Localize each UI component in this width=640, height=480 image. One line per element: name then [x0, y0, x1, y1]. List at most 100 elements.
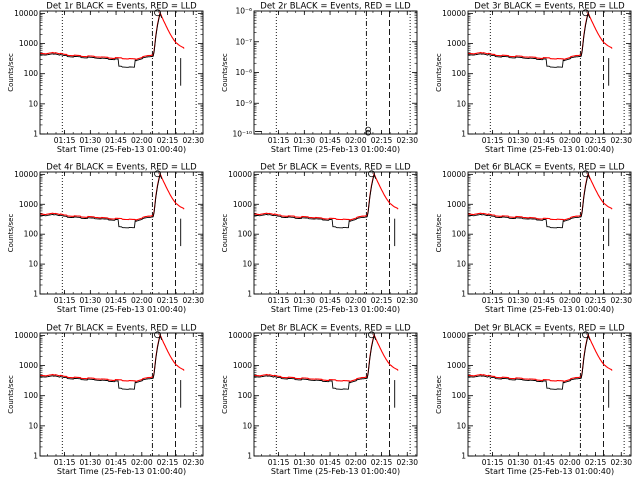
x-tick-label: 01:15 [54, 458, 76, 467]
x-tick-label: 02:15 [585, 136, 607, 145]
y-tick-label: 10000 [442, 9, 466, 18]
plot-frame [39, 332, 204, 457]
y-tick-label: 10 [28, 99, 38, 108]
x-tick-label: 01:30 [508, 458, 530, 467]
y-tick-label: 10 [242, 421, 252, 430]
x-tick-label: 02:15 [585, 458, 607, 467]
x-tick-label: 01:15 [482, 296, 504, 305]
y-tick-label: 10000 [14, 9, 38, 18]
x-tick-label: 01:45 [533, 296, 555, 305]
chart-title: Det 9r BLACK = Events, RED = LLD [474, 324, 625, 334]
x-axis-label: Start Time (25-Feb-13 01:00:40) [57, 467, 186, 476]
x-tick-label: 01:30 [294, 458, 316, 467]
x-axis-label: Start Time (25-Feb-13 01:00:40) [485, 145, 614, 154]
y-tick-label: 100 [238, 230, 253, 239]
peak-marker [582, 170, 589, 178]
series-black-events [467, 334, 591, 390]
chart-title: Det 1r BLACK = Events, RED = LLD [46, 2, 197, 12]
chart-panel-7: Det 7r BLACK = Events, RED = LLD 01:15 01:… [7, 324, 204, 477]
x-axis-label: Start Time (25-Feb-13 01:00:40) [57, 305, 186, 314]
y-axis-label: Counts/sec [7, 375, 15, 414]
x-tick-label: 02:15 [371, 458, 393, 467]
x-tick-label: 02:15 [157, 136, 179, 145]
chart-title: Det 6r BLACK = Events, RED = LLD [474, 163, 625, 173]
plot-frame [467, 332, 632, 457]
y-axis-label: Counts/sec [435, 214, 443, 253]
chart-panel-3: Det 3r BLACK = Events, RED = LLD 01:15 01:… [435, 2, 632, 155]
y-tick-label: 1000 [447, 39, 466, 48]
x-tick-label: 01:45 [533, 458, 555, 467]
x-axis-label: Start Time (25-Feb-13 01:00:40) [485, 467, 614, 476]
peak-marker [154, 9, 161, 17]
plot-frame [39, 10, 204, 135]
y-tick-label: 1000 [19, 361, 38, 370]
peak-marker [368, 331, 375, 339]
y-tick-label: 10 [456, 421, 466, 430]
plot-frame [39, 171, 204, 295]
series-black-events [253, 334, 377, 390]
y-tick-label: 1 [461, 130, 466, 139]
x-tick-label: 01:30 [80, 458, 102, 467]
x-axis-label: Start Time (25-Feb-13 01:00:40) [271, 145, 400, 154]
peak-marker [154, 170, 161, 178]
x-tick-label: 02:00 [345, 136, 367, 145]
x-tick-label: 02:00 [131, 458, 153, 467]
y-tick-label: 10000 [14, 170, 38, 179]
y-tick-label: 1000 [447, 200, 466, 209]
y-axis-label: Counts/sec [435, 375, 443, 414]
y-tick-label: 100 [452, 230, 467, 239]
y-tick-label: 10⁻⁹ [235, 99, 252, 108]
y-tick-label: 10 [28, 260, 38, 269]
x-tick-label: 01:45 [105, 136, 127, 145]
y-axis-label: Counts/sec [221, 214, 229, 253]
y-tick-label: 10 [456, 99, 466, 108]
x-tick-label: 01:15 [482, 136, 504, 145]
y-tick-label: 100 [238, 391, 253, 400]
series-red-lld [39, 333, 185, 383]
y-tick-label: 10⁻⁶ [235, 7, 252, 16]
series-red-lld [253, 172, 399, 221]
x-tick-label: 02:30 [396, 458, 418, 467]
chart-title: Det 4r BLACK = Events, RED = LLD [46, 163, 197, 173]
plot-frame [467, 10, 632, 135]
y-tick-label: 10 [242, 260, 252, 269]
chart-panel-8: Det 8r BLACK = Events, RED = LLD 01:15 01:… [221, 324, 418, 477]
x-tick-label: 02:30 [182, 296, 204, 305]
y-tick-label: 10⁻¹⁰ [232, 130, 252, 139]
stub-marker [365, 126, 371, 133]
y-tick-label: 100 [452, 69, 467, 78]
y-tick-label: 1 [33, 452, 38, 461]
series-red-lld [39, 11, 185, 61]
y-tick-label: 100 [24, 391, 39, 400]
x-axis-label: Start Time (25-Feb-13 01:00:40) [485, 305, 614, 314]
y-tick-label: 1 [247, 452, 252, 461]
series-black-events [467, 173, 591, 229]
x-tick-label: 02:15 [157, 296, 179, 305]
chart-title: Det 7r BLACK = Events, RED = LLD [46, 324, 197, 334]
y-tick-label: 10000 [228, 331, 252, 340]
x-tick-label: 02:30 [396, 136, 418, 145]
x-tick-label: 01:45 [319, 458, 341, 467]
chart-panel-4: Det 4r BLACK = Events, RED = LLD 01:15 01:… [7, 163, 204, 315]
x-tick-label: 01:15 [268, 458, 290, 467]
y-tick-label: 10⁻⁷ [235, 37, 252, 46]
chart-title: Det 2r BLACK = Events, RED = LLD [260, 2, 411, 12]
x-tick-label: 01:45 [105, 458, 127, 467]
y-tick-label: 10000 [442, 170, 466, 179]
x-tick-label: 02:15 [585, 296, 607, 305]
y-tick-label: 1 [461, 452, 466, 461]
x-tick-label: 01:45 [319, 136, 341, 145]
chart-panel-5: Det 5r BLACK = Events, RED = LLD 01:15 01:… [221, 163, 418, 315]
x-tick-label: 02:15 [157, 458, 179, 467]
x-axis-label: Start Time (25-Feb-13 01:00:40) [271, 467, 400, 476]
y-tick-label: 10 [28, 421, 38, 430]
chart-panel-9: Det 9r BLACK = Events, RED = LLD 01:15 01:… [435, 324, 632, 477]
x-tick-label: 02:15 [371, 296, 393, 305]
plot-frame [253, 10, 418, 135]
y-tick-label: 10000 [442, 331, 466, 340]
series-black-events [39, 173, 163, 229]
peak-marker [582, 9, 589, 17]
x-tick-label: 02:00 [131, 136, 153, 145]
chart-panel-2: Det 2r BLACK = Events, RED = LLD 01:15 01:… [221, 2, 418, 155]
x-tick-label: 01:30 [508, 136, 530, 145]
